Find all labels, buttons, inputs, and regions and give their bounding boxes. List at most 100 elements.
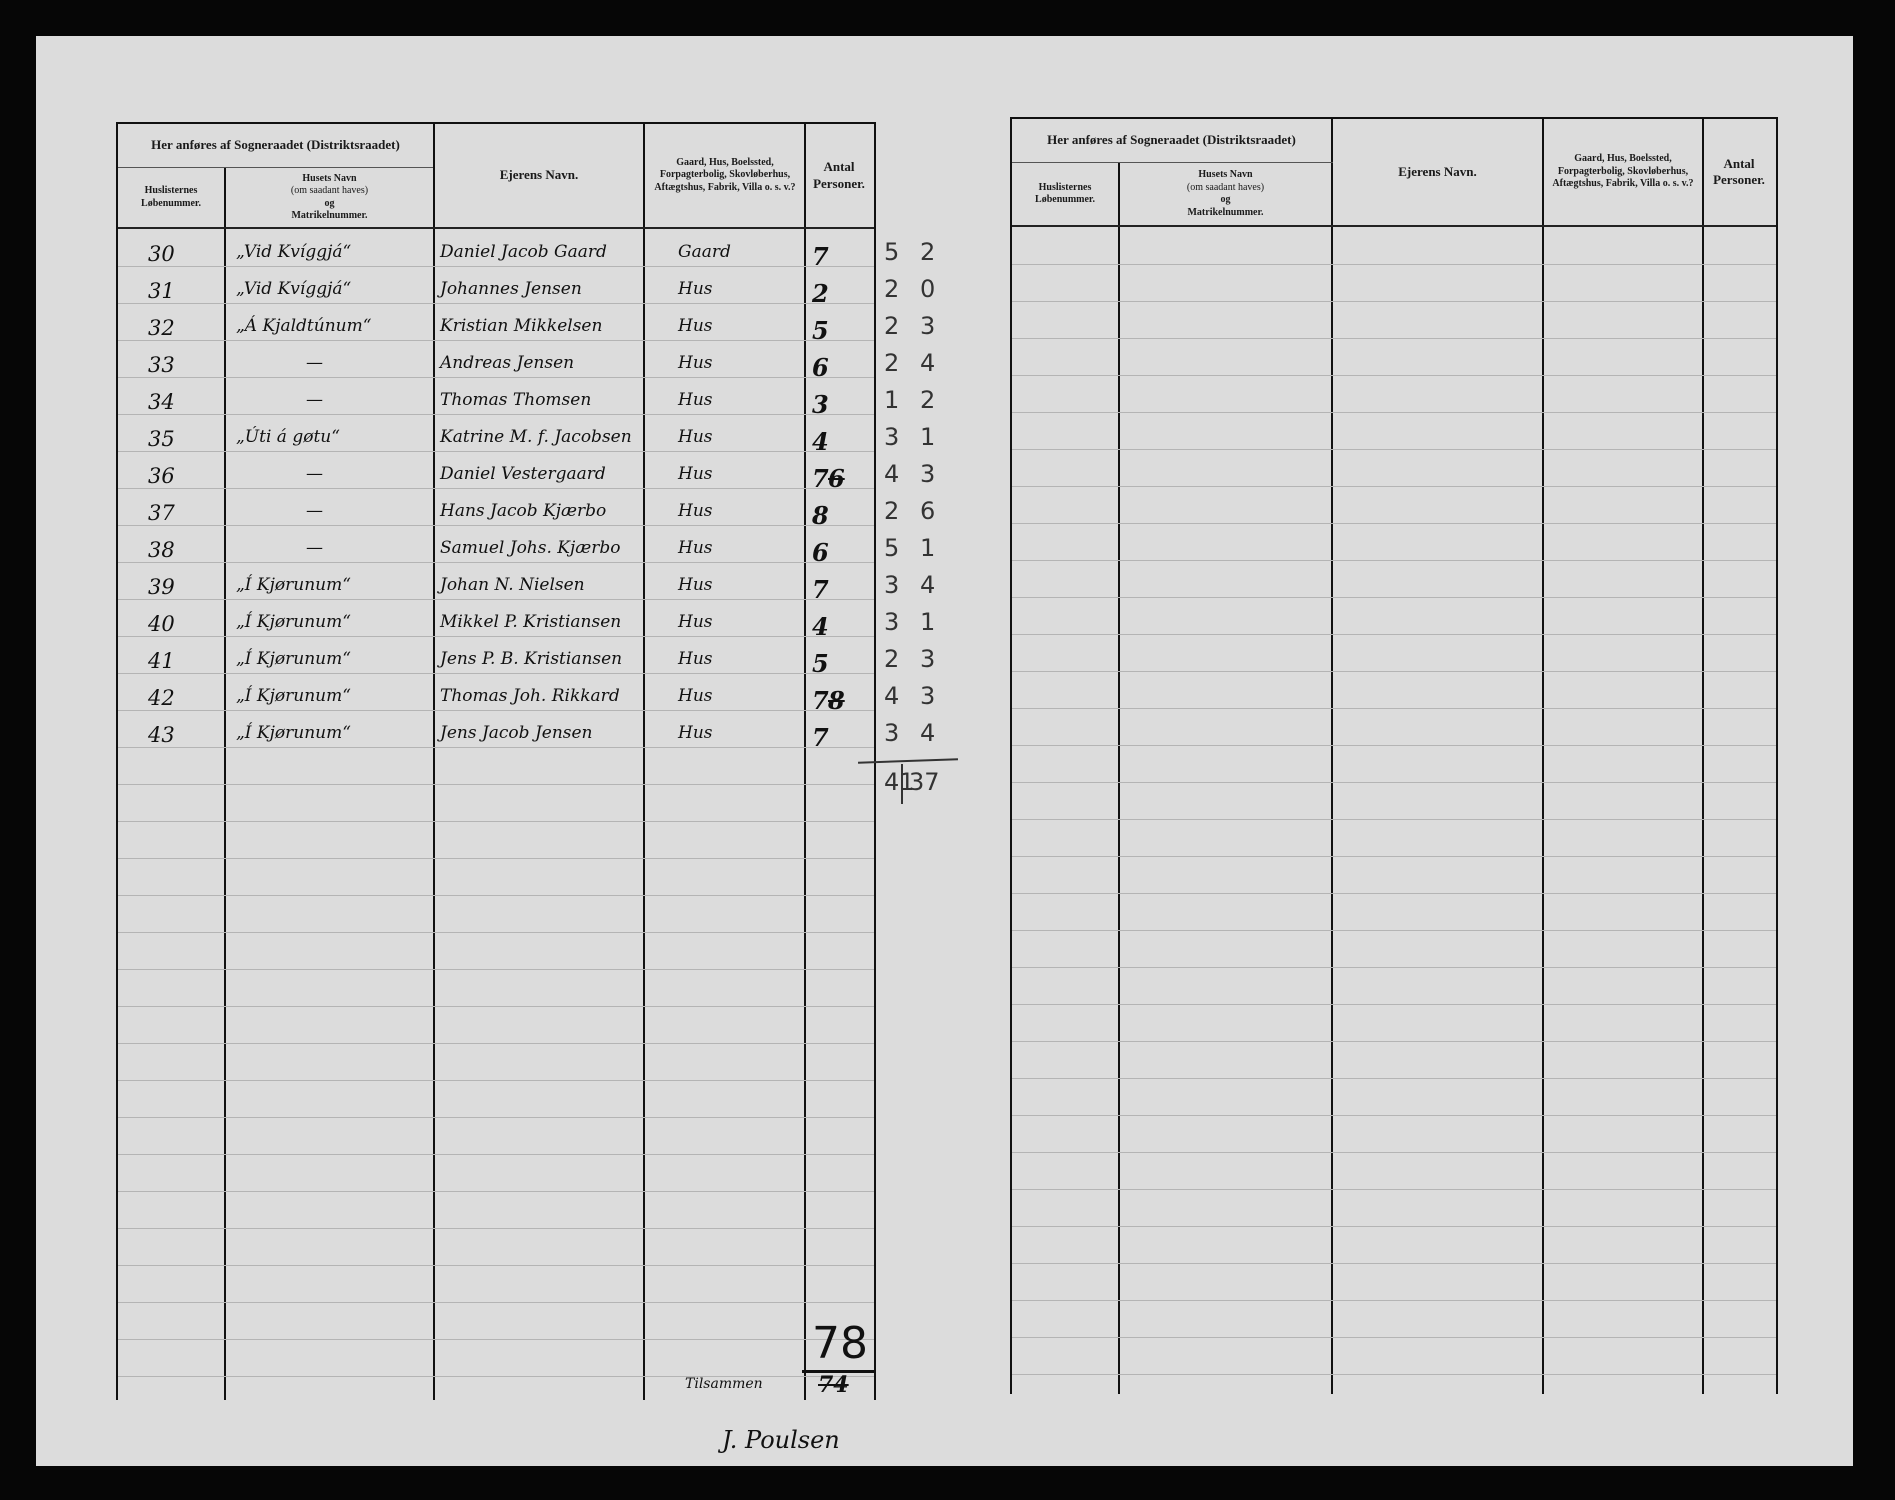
header-text: Matrikelnummer.: [291, 210, 368, 221]
ruled-line: [1012, 1152, 1776, 1153]
ruled-line: [1012, 745, 1776, 746]
header-text: Husets Navn: [1198, 169, 1253, 180]
ruled-line: [118, 1080, 874, 1081]
person-count: 7: [812, 686, 829, 715]
ruled-line: [118, 784, 874, 785]
ruled-line: [1012, 856, 1776, 857]
ruled-line: [1012, 1263, 1776, 1264]
table-row: 37 — Hans Jacob Kjærbo Hus 8: [118, 501, 874, 538]
ruled-line: [118, 451, 874, 452]
ruled-line: [118, 969, 874, 970]
dwelling-type: Hus: [678, 575, 713, 595]
ruled-line: [1012, 782, 1776, 783]
house-name: —: [306, 538, 323, 558]
margin-tally-m2: 3: [920, 645, 936, 673]
owner-name: Johan N. Nielsen: [440, 575, 585, 595]
header-bottom-line: [1012, 225, 1776, 227]
table-row: 34 — Thomas Thomsen Hus 3: [118, 390, 874, 427]
ruled-line: [118, 1339, 874, 1340]
table-row: 36 — Daniel Vestergaard Hus 7 6: [118, 464, 874, 501]
margin-tally-m1: 2: [884, 312, 900, 340]
row-number: 32: [148, 316, 175, 340]
person-count: 2: [812, 279, 829, 308]
ruled-line: [118, 488, 874, 489]
ruled-line: [118, 599, 874, 600]
table-row: 42 „Í Kjørunum“ Thomas Joh. Rikkard Hus 7 8: [118, 686, 874, 723]
dwelling-type: Hus: [678, 501, 713, 521]
column-divider: [804, 124, 806, 1400]
ruled-line: [118, 747, 874, 748]
census-form-page: [36, 36, 1853, 1466]
dwelling-type: Hus: [678, 538, 713, 558]
margin-tally-m2: 4: [920, 719, 936, 747]
margin-tally-m2: 2: [920, 386, 936, 414]
right-house-list-table: Her anføres af Sogneraadet (Distriktsraa…: [1010, 117, 1778, 1394]
margin-tally-m2: 1: [920, 423, 936, 451]
house-name: „Vid Kvíggjá“: [236, 242, 352, 262]
margin-tally-m1: 2: [884, 645, 900, 673]
ruled-line: [1012, 1337, 1776, 1338]
ruled-line: [118, 1228, 874, 1229]
header-lobenummer: Huslisternes Løbenummer.: [141, 185, 201, 209]
ruled-line: [1012, 1041, 1776, 1042]
group-title: Her anføres af Sogneraadet (Distriktsraa…: [151, 137, 400, 153]
house-name: „Í Kjørunum“: [236, 723, 351, 743]
margin-tally-m1: 1: [884, 386, 900, 414]
table-row: 31 „Vid Kvíggjá“ Johannes Jensen Hus 2: [118, 279, 874, 316]
column-divider: [1118, 163, 1120, 1394]
grand-total: 78: [812, 1318, 868, 1369]
ruled-line: [118, 1191, 874, 1192]
house-name: „Vid Kvíggjá“: [236, 279, 352, 299]
ruled-line: [1012, 1078, 1776, 1079]
ruled-line: [118, 1376, 874, 1377]
row-number: 37: [148, 501, 175, 525]
ruled-line: [1012, 893, 1776, 894]
table-row: 35 „Úti á gøtu“ Katrine M. f. Jacobsen Hus 4: [118, 427, 874, 464]
margin-tally-m2: 4: [920, 571, 936, 599]
house-name: „Í Kjørunum“: [236, 612, 351, 632]
person-count: 4: [812, 612, 829, 641]
dwelling-type: Hus: [678, 464, 713, 484]
ruled-line: [1012, 523, 1776, 524]
margin-tally-m2: 1: [920, 608, 936, 636]
house-name: „Í Kjørunum“: [236, 649, 351, 669]
margin-tally-m2: 1: [920, 534, 936, 562]
owner-name: Thomas Thomsen: [440, 390, 592, 410]
header-type: Gaard, Hus, Boelssted, Forpagterbolig, S…: [654, 156, 796, 193]
row-number: 41: [148, 649, 175, 673]
owner-name: Daniel Vestergaard: [440, 464, 606, 484]
header-subdivider: [1012, 162, 1333, 163]
dwelling-type: Hus: [678, 723, 713, 743]
table-row: 38 — Samuel Johs. Kjærbo Hus 6: [118, 538, 874, 575]
row-number: 39: [148, 575, 175, 599]
person-count: 7: [812, 242, 829, 271]
ruled-line: [118, 895, 874, 896]
row-number: 30: [148, 242, 175, 266]
margin-tally-m1: 5: [884, 238, 900, 266]
dwelling-type: Hus: [678, 649, 713, 669]
house-name: —: [306, 353, 323, 373]
house-name: „Í Kjørunum“: [236, 686, 351, 706]
margin-tally-m2: 3: [920, 682, 936, 710]
owner-name: Andreas Jensen: [440, 353, 575, 373]
margin-tally-m2: 0: [920, 275, 936, 303]
person-count: 5: [812, 649, 829, 678]
ruled-line: [118, 858, 874, 859]
header-text: og: [324, 197, 335, 209]
margin-total-1: 41: [884, 768, 915, 796]
ruled-line: [1012, 301, 1776, 302]
owner-name: Johannes Jensen: [440, 279, 582, 299]
person-count-struck: 6: [828, 464, 845, 493]
header-husets-navn: Husets Navn (om saadant haves) og Matrik…: [226, 168, 433, 227]
header-type: Gaard, Hus, Boelssted, Forpagterbolig, S…: [1552, 153, 1694, 190]
ruled-line: [1012, 1115, 1776, 1116]
owner-name: Hans Jacob Kjærbo: [440, 501, 607, 521]
house-name: „Úti á gøtu“: [236, 427, 340, 447]
ruled-line: [1012, 264, 1776, 265]
ruled-line: [118, 636, 874, 637]
margin-tally-m2: 6: [920, 497, 936, 525]
dwelling-type: Gaard: [678, 242, 731, 262]
margin-sum-divider: [901, 764, 903, 804]
ruled-line: [1012, 671, 1776, 672]
ruled-line: [118, 1265, 874, 1266]
